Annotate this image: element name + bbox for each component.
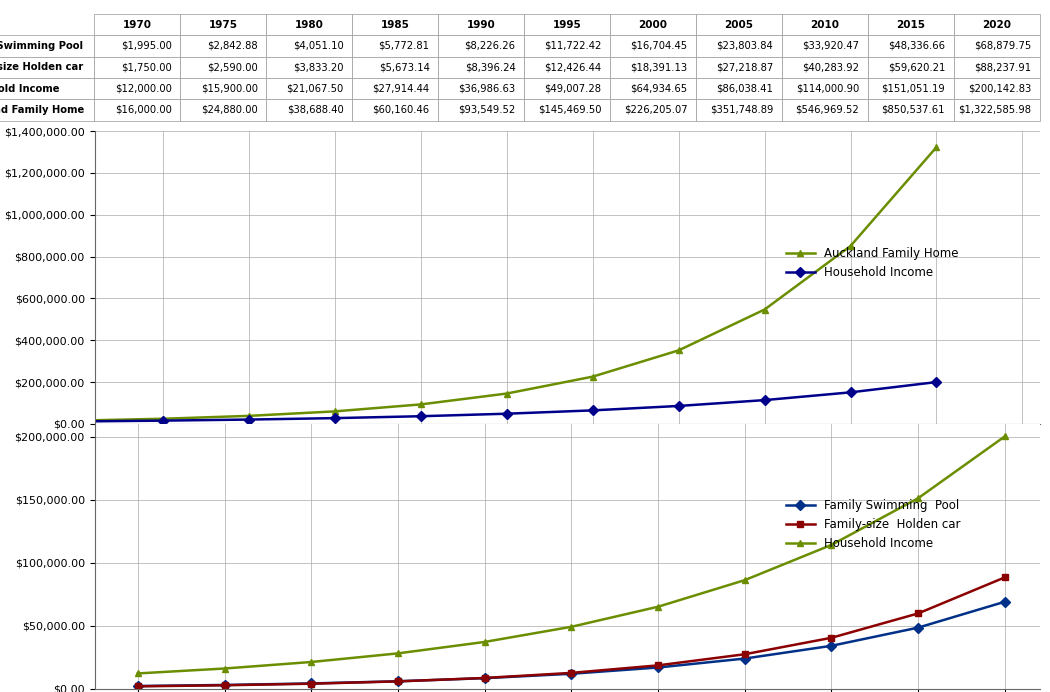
Household Income bbox=[738, 576, 751, 584]
Household Income bbox=[999, 432, 1011, 441]
Family Swimming  Pool bbox=[304, 680, 317, 688]
Family Swimming  Pool bbox=[131, 682, 144, 690]
Household Income bbox=[565, 623, 578, 631]
Household Income bbox=[930, 378, 943, 386]
Family-size  Holden car bbox=[218, 681, 231, 689]
Household Income bbox=[304, 658, 317, 666]
Family Swimming  Pool bbox=[738, 655, 751, 663]
Legend: Family Swimming  Pool, Family-size  Holden car, Household Income: Family Swimming Pool, Family-size Holden… bbox=[781, 494, 966, 554]
Family Swimming  Pool bbox=[652, 664, 665, 672]
Household Income bbox=[392, 649, 404, 657]
Family Swimming  Pool bbox=[565, 670, 578, 678]
Household Income bbox=[329, 414, 341, 422]
Family Swimming  Pool bbox=[479, 674, 491, 682]
Household Income bbox=[243, 415, 255, 424]
Auckland Family Home bbox=[758, 305, 771, 313]
Family-size  Holden car bbox=[652, 662, 665, 670]
Household Income bbox=[911, 494, 924, 502]
Household Income bbox=[501, 410, 513, 418]
Household Income bbox=[672, 402, 685, 410]
Family-size  Holden car bbox=[911, 609, 924, 617]
Family Swimming  Pool bbox=[218, 681, 231, 689]
Household Income bbox=[479, 638, 491, 646]
Auckland Family Home bbox=[672, 346, 685, 354]
Household Income bbox=[415, 412, 427, 420]
Family Swimming  Pool bbox=[911, 623, 924, 632]
Household Income bbox=[652, 603, 665, 611]
Family-size  Holden car bbox=[479, 674, 491, 682]
Family-size  Holden car bbox=[825, 634, 838, 642]
Auckland Family Home bbox=[930, 143, 943, 152]
Family-size  Holden car bbox=[565, 668, 578, 677]
Family Swimming  Pool bbox=[392, 677, 404, 685]
Auckland Family Home bbox=[501, 390, 513, 398]
Auckland Family Home bbox=[587, 372, 600, 381]
Household Income bbox=[844, 388, 857, 397]
Family-size  Holden car bbox=[392, 677, 404, 686]
Line: Household Income: Household Income bbox=[134, 433, 1008, 677]
Family-size  Holden car bbox=[131, 682, 144, 691]
Auckland Family Home bbox=[156, 415, 169, 423]
Line: Family-size  Holden car: Family-size Holden car bbox=[134, 574, 1008, 690]
Household Income bbox=[758, 396, 771, 404]
Household Income bbox=[131, 669, 144, 677]
Household Income bbox=[825, 540, 838, 549]
Auckland Family Home bbox=[243, 412, 255, 420]
Family-size  Holden car bbox=[999, 573, 1011, 581]
Auckland Family Home bbox=[844, 242, 857, 250]
Auckland Family Home bbox=[329, 407, 341, 415]
Legend: Auckland Family Home, Household Income: Auckland Family Home, Household Income bbox=[781, 242, 964, 284]
Auckland Family Home bbox=[415, 400, 427, 408]
Household Income bbox=[587, 406, 600, 415]
Household Income bbox=[156, 417, 169, 425]
Auckland Family Home bbox=[71, 417, 84, 425]
Line: Family Swimming  Pool: Family Swimming Pool bbox=[134, 599, 1008, 689]
Line: Household Income: Household Income bbox=[74, 379, 940, 425]
Household Income bbox=[71, 417, 84, 426]
Family Swimming  Pool bbox=[825, 641, 838, 650]
Line: Auckland Family Home: Auckland Family Home bbox=[74, 144, 940, 424]
Family Swimming  Pool bbox=[999, 598, 1011, 606]
Family-size  Holden car bbox=[304, 680, 317, 688]
Household Income bbox=[218, 664, 231, 673]
Family-size  Holden car bbox=[738, 650, 751, 658]
Text: Family Homes with swimming pools increase at a greater rate than those without a: Family Homes with swimming pools increas… bbox=[225, 441, 909, 452]
